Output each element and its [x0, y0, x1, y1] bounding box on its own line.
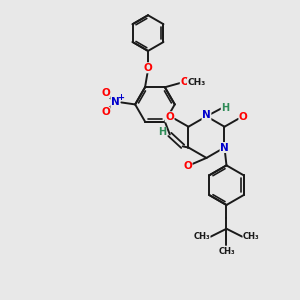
Text: O: O: [180, 77, 189, 87]
Text: O: O: [239, 112, 248, 122]
Text: O: O: [144, 63, 152, 73]
Text: N: N: [111, 98, 120, 107]
Text: O: O: [165, 112, 174, 122]
Text: O: O: [101, 107, 110, 117]
Text: H: H: [158, 128, 166, 137]
Text: CH₃: CH₃: [243, 232, 260, 241]
Text: N: N: [220, 142, 229, 152]
Text: O: O: [101, 88, 110, 98]
Text: N: N: [202, 110, 211, 120]
Text: H: H: [221, 103, 230, 113]
Text: CH₃: CH₃: [188, 78, 206, 87]
Text: O: O: [183, 161, 192, 171]
Text: +: +: [117, 93, 124, 102]
Text: CH₃: CH₃: [194, 232, 210, 241]
Text: CH₃: CH₃: [218, 247, 235, 256]
